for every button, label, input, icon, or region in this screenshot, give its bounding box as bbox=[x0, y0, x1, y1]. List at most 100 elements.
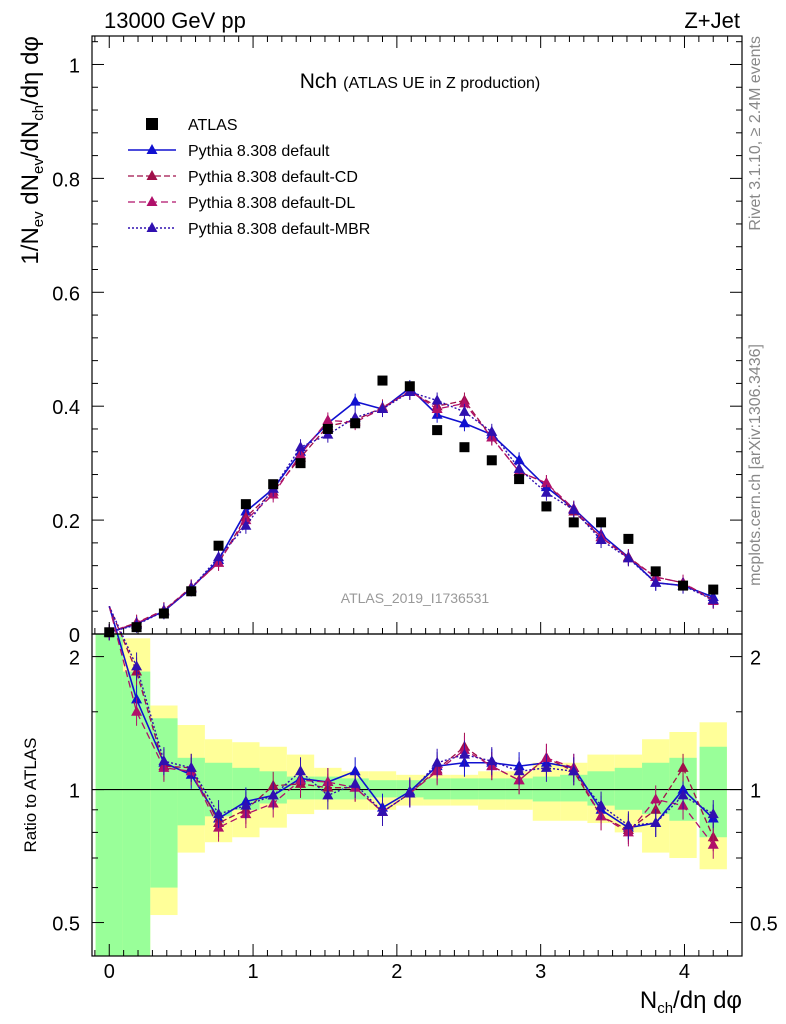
xtick-label: 4 bbox=[679, 961, 690, 983]
ratio-ytick-label: 1 bbox=[69, 781, 80, 803]
ratio-marker-mbr bbox=[486, 755, 498, 766]
green-band-bin bbox=[150, 718, 178, 888]
ratio-ytick-label-right: 1 bbox=[750, 781, 761, 803]
main-ytick-label: 1 bbox=[69, 55, 80, 77]
main-marker-dl bbox=[322, 414, 334, 425]
main-ytick-label: 0.6 bbox=[52, 283, 80, 305]
legend-marker-cd bbox=[146, 170, 158, 180]
xtick-label: 2 bbox=[391, 961, 402, 983]
plot-title-sub: (ATLAS UE in Z production) bbox=[343, 75, 540, 92]
xtick-label: 0 bbox=[104, 961, 115, 983]
ratio-ylabel: Ratio to ATLAS bbox=[21, 738, 40, 853]
ratio-ytick-label-right: 2 bbox=[750, 648, 761, 670]
legend-label: Pythia 8.308 default bbox=[188, 143, 330, 160]
main-series-layer bbox=[103, 375, 719, 641]
main-ytick-label: 0.8 bbox=[52, 169, 80, 191]
legend-marker-data bbox=[146, 118, 158, 130]
main-marker-dl bbox=[458, 397, 470, 408]
ratio-marker-mbr bbox=[213, 808, 225, 819]
green-band-bin bbox=[450, 778, 479, 800]
main-marker-default bbox=[513, 454, 525, 465]
xtick-label: 3 bbox=[535, 961, 546, 983]
data-point bbox=[377, 375, 388, 386]
data-point bbox=[213, 540, 224, 551]
ratio-ytick-label-right: 0.5 bbox=[750, 914, 778, 936]
ratio-marker-dl bbox=[650, 793, 662, 804]
plot-title-main: Nch bbox=[300, 70, 337, 93]
data-point bbox=[268, 479, 279, 490]
data-point bbox=[650, 566, 661, 577]
legend-marker-default bbox=[146, 144, 158, 154]
green-band-bin bbox=[478, 778, 506, 800]
data-point bbox=[623, 533, 634, 544]
main-marker-mbr bbox=[707, 593, 719, 604]
ratio-marker-mbr bbox=[349, 777, 361, 788]
ratio-marker-mbr bbox=[568, 765, 580, 776]
ratio-marker-mbr bbox=[267, 789, 279, 800]
ratio-marker-mbr bbox=[131, 660, 143, 671]
ratio-marker-mbr bbox=[376, 805, 388, 816]
data-point bbox=[541, 501, 552, 512]
main-marker-mbr bbox=[622, 552, 634, 563]
main-marker-default bbox=[458, 417, 470, 428]
main-marker-mbr bbox=[595, 534, 607, 545]
ratio-line-mbr bbox=[108, 605, 714, 827]
xlabel: Nch/dη dφ bbox=[640, 987, 742, 1017]
data-point bbox=[158, 608, 169, 619]
ratio-series-layer bbox=[92, 605, 742, 859]
ratio-ytick-label: 2 bbox=[69, 648, 80, 670]
legend-marker-mbr bbox=[146, 222, 158, 232]
main-marker-mbr bbox=[431, 394, 443, 405]
main-marker-dl bbox=[540, 477, 552, 488]
data-point bbox=[708, 584, 719, 595]
data-point bbox=[459, 442, 470, 453]
main-marker-mbr bbox=[540, 486, 552, 497]
ratio-marker-mbr bbox=[650, 817, 662, 828]
ratio-marker-cd bbox=[677, 761, 689, 772]
main-marker-mbr bbox=[650, 576, 662, 587]
data-point bbox=[432, 425, 443, 436]
data-point bbox=[404, 381, 415, 392]
main-ytick-label: 0 bbox=[69, 625, 80, 647]
ratio-marker-mbr bbox=[240, 799, 252, 810]
data-point bbox=[568, 517, 579, 528]
ratio-marker-mbr bbox=[540, 761, 552, 772]
data-point bbox=[295, 458, 306, 469]
legend-label: ATLAS bbox=[188, 117, 238, 134]
main-marker-mbr bbox=[568, 503, 580, 514]
main-marker-mbr bbox=[486, 425, 498, 436]
ratio-marker-dl bbox=[131, 705, 143, 716]
green-band-bin bbox=[368, 780, 397, 798]
data-point bbox=[486, 455, 497, 466]
ratio-line-cd bbox=[108, 606, 714, 838]
analysis-watermark: ATLAS_2019_I1736531 bbox=[341, 590, 490, 606]
ratio-marker-mbr bbox=[458, 748, 470, 759]
data-point bbox=[322, 423, 333, 434]
ratio-marker-dl bbox=[322, 776, 334, 787]
legend-label: Pythia 8.308 default-MBR bbox=[188, 221, 370, 238]
ratio-marker-mbr bbox=[622, 819, 634, 830]
green-band-bin bbox=[614, 767, 643, 810]
xtick-label: 1 bbox=[247, 961, 258, 983]
main-marker-default bbox=[349, 395, 361, 406]
ratio-marker-mbr bbox=[595, 799, 607, 810]
data-point bbox=[186, 586, 197, 597]
energy-label: 13000 GeV pp bbox=[104, 8, 246, 33]
legend-marker-dl bbox=[146, 196, 158, 206]
main-ylabel: 1/Nev dNev/dNch/dη dφ bbox=[17, 36, 47, 265]
main-ytick-label: 0.4 bbox=[52, 397, 80, 419]
data-point bbox=[350, 418, 361, 429]
data-point bbox=[514, 474, 525, 485]
green-band-bin bbox=[95, 634, 123, 956]
rivet-label: Rivet 3.1.10, ≥ 2.4M events bbox=[747, 36, 764, 231]
mcplots-label: mcplots.cern.ch [arXiv:1306.3436] bbox=[747, 344, 764, 586]
legend: ATLAS Pythia 8.308 default Pythia 8.308 de… bbox=[128, 117, 370, 238]
ratio-marker-mbr bbox=[431, 756, 443, 767]
main-marker-mbr bbox=[295, 441, 307, 452]
ratio-marker-mbr bbox=[158, 755, 170, 766]
data-point bbox=[678, 580, 689, 591]
main-marker-mbr bbox=[240, 519, 252, 530]
axes-layer: 0 0.2 0.4 0.6 0.8 1 0 1 2 3 4 0.5 0.5 1 1 2 2 bbox=[52, 35, 778, 983]
ratio-marker-mbr bbox=[707, 808, 719, 819]
